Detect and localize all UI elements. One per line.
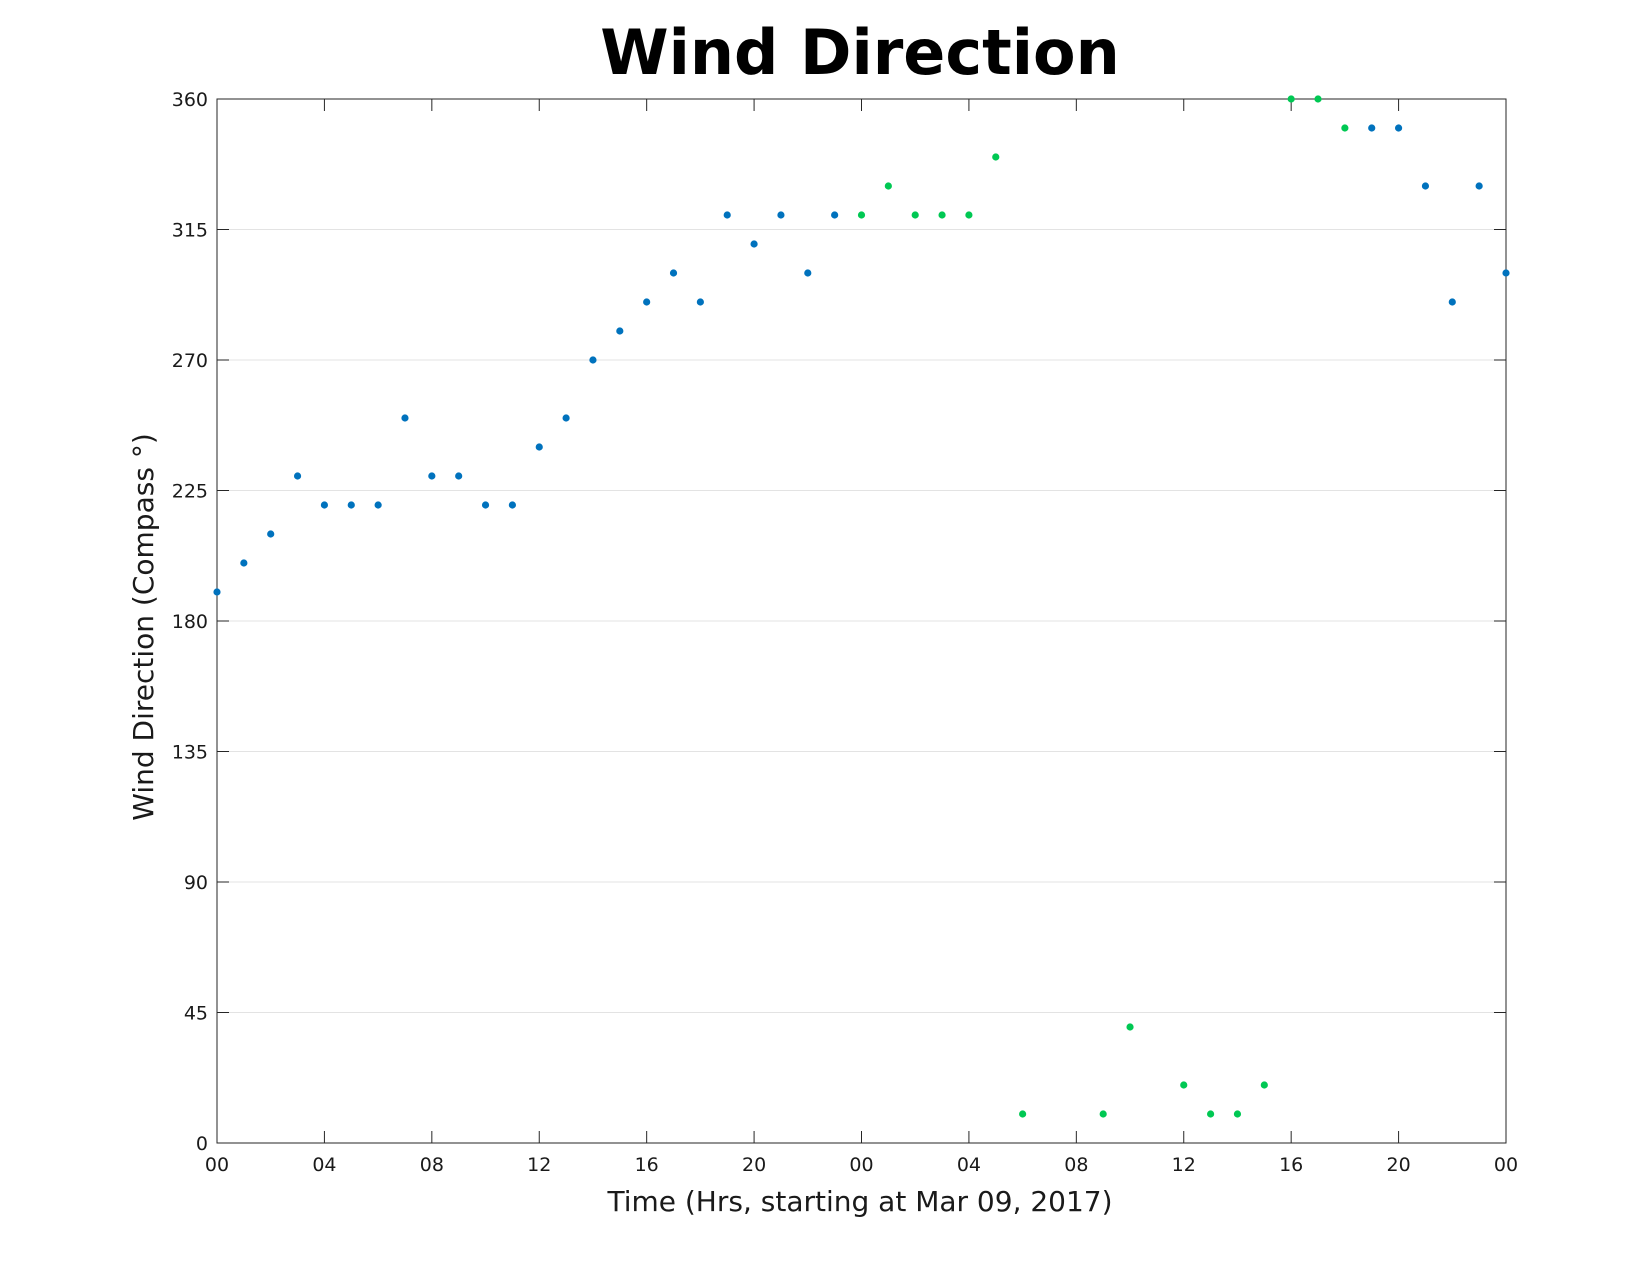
- chart-title: Wind Direction: [600, 16, 1119, 89]
- data-point-series-2: [1126, 1023, 1134, 1031]
- data-point-series-1: [1448, 298, 1456, 306]
- y-tick-label: 315: [172, 220, 208, 242]
- data-point-series-2: [938, 211, 946, 219]
- data-point-series-2: [965, 211, 973, 219]
- data-point-series-1: [213, 588, 221, 596]
- y-axis-label: Wind Direction (Compass °): [127, 433, 160, 820]
- data-point-series-1: [401, 414, 409, 422]
- data-point-series-1: [831, 211, 839, 219]
- x-tick-label: 00: [205, 1154, 229, 1176]
- data-point-series-1: [1475, 182, 1483, 190]
- data-point-series-1: [616, 327, 624, 335]
- x-tick-label: 16: [635, 1154, 659, 1176]
- data-point-series-2: [992, 153, 1000, 161]
- y-tick-label: 45: [184, 1003, 208, 1025]
- data-point-series-2: [1287, 95, 1295, 103]
- y-tick-label: 225: [172, 481, 208, 503]
- data-point-series-1: [428, 472, 436, 480]
- x-tick-label: 04: [957, 1154, 981, 1176]
- x-tick-label: 08: [420, 1154, 444, 1176]
- data-point-series-2: [1019, 1110, 1027, 1118]
- data-point-series-1: [481, 501, 490, 509]
- y-tick-label: 180: [172, 611, 208, 633]
- data-point-series-1: [777, 211, 785, 219]
- data-point-series-1: [1502, 269, 1510, 277]
- data-point-series-2: [1260, 1081, 1268, 1089]
- data-point-series-2: [884, 182, 892, 190]
- data-point-series-1: [696, 298, 704, 306]
- data-point-series-1: [723, 211, 731, 219]
- x-tick-label: 00: [1494, 1154, 1518, 1176]
- data-point-series-2: [1180, 1081, 1188, 1089]
- data-point-series-1: [643, 298, 651, 306]
- x-tick-label: 04: [312, 1154, 336, 1176]
- data-point-series-1: [589, 356, 597, 364]
- data-point-series-1: [293, 472, 302, 480]
- data-point-series-2: [1341, 124, 1349, 132]
- data-point-series-1: [1394, 124, 1403, 132]
- data-point-series-1: [669, 269, 678, 277]
- data-point-series-1: [455, 472, 463, 480]
- x-tick-label: 12: [1172, 1154, 1196, 1176]
- data-point-series-1: [1368, 124, 1376, 132]
- data-point-series-2: [1099, 1110, 1107, 1118]
- y-tick-label: 0: [196, 1133, 208, 1155]
- x-tick-label: 20: [742, 1154, 766, 1176]
- x-tick-label: 16: [1279, 1154, 1303, 1176]
- y-tick-label: 90: [184, 872, 208, 894]
- y-tick-label: 270: [172, 350, 208, 372]
- y-tick-label: 135: [172, 742, 208, 764]
- axis-ticks: [216, 98, 1507, 1144]
- data-point-series-1: [347, 501, 355, 509]
- data-point-series-2: [857, 211, 866, 219]
- grid-lines: [217, 229, 1506, 1013]
- x-tick-label: 20: [1386, 1154, 1410, 1176]
- data-point-series-1: [535, 443, 543, 451]
- data-point-series-2: [1314, 95, 1322, 103]
- data-points: [213, 95, 1510, 1118]
- data-point-series-1: [267, 530, 275, 538]
- data-point-series-2: [1233, 1110, 1242, 1118]
- x-tick-label: 00: [849, 1154, 873, 1176]
- data-point-series-1: [508, 501, 516, 509]
- y-axis-tick-labels: 0 45 90 135 180 225 270 315 360: [172, 89, 208, 1155]
- x-axis-tick-labels: 00 04 08 12 16 20 00 04 08 12 16 20 00: [205, 1154, 1518, 1176]
- data-point-series-1: [1421, 182, 1430, 190]
- data-point-series-1: [804, 269, 812, 277]
- y-tick-label: 360: [172, 89, 208, 111]
- data-point-series-2: [1207, 1110, 1215, 1118]
- data-point-series-2: [911, 211, 919, 219]
- x-tick-label: 12: [527, 1154, 551, 1176]
- data-point-series-1: [562, 414, 570, 422]
- data-point-series-1: [240, 559, 248, 567]
- data-point-series-1: [374, 501, 382, 509]
- data-point-series-1: [320, 501, 329, 509]
- x-axis-label: Time (Hrs, starting at Mar 09, 2017): [606, 1185, 1112, 1218]
- data-point-series-1: [750, 240, 758, 248]
- x-tick-label: 08: [1064, 1154, 1088, 1176]
